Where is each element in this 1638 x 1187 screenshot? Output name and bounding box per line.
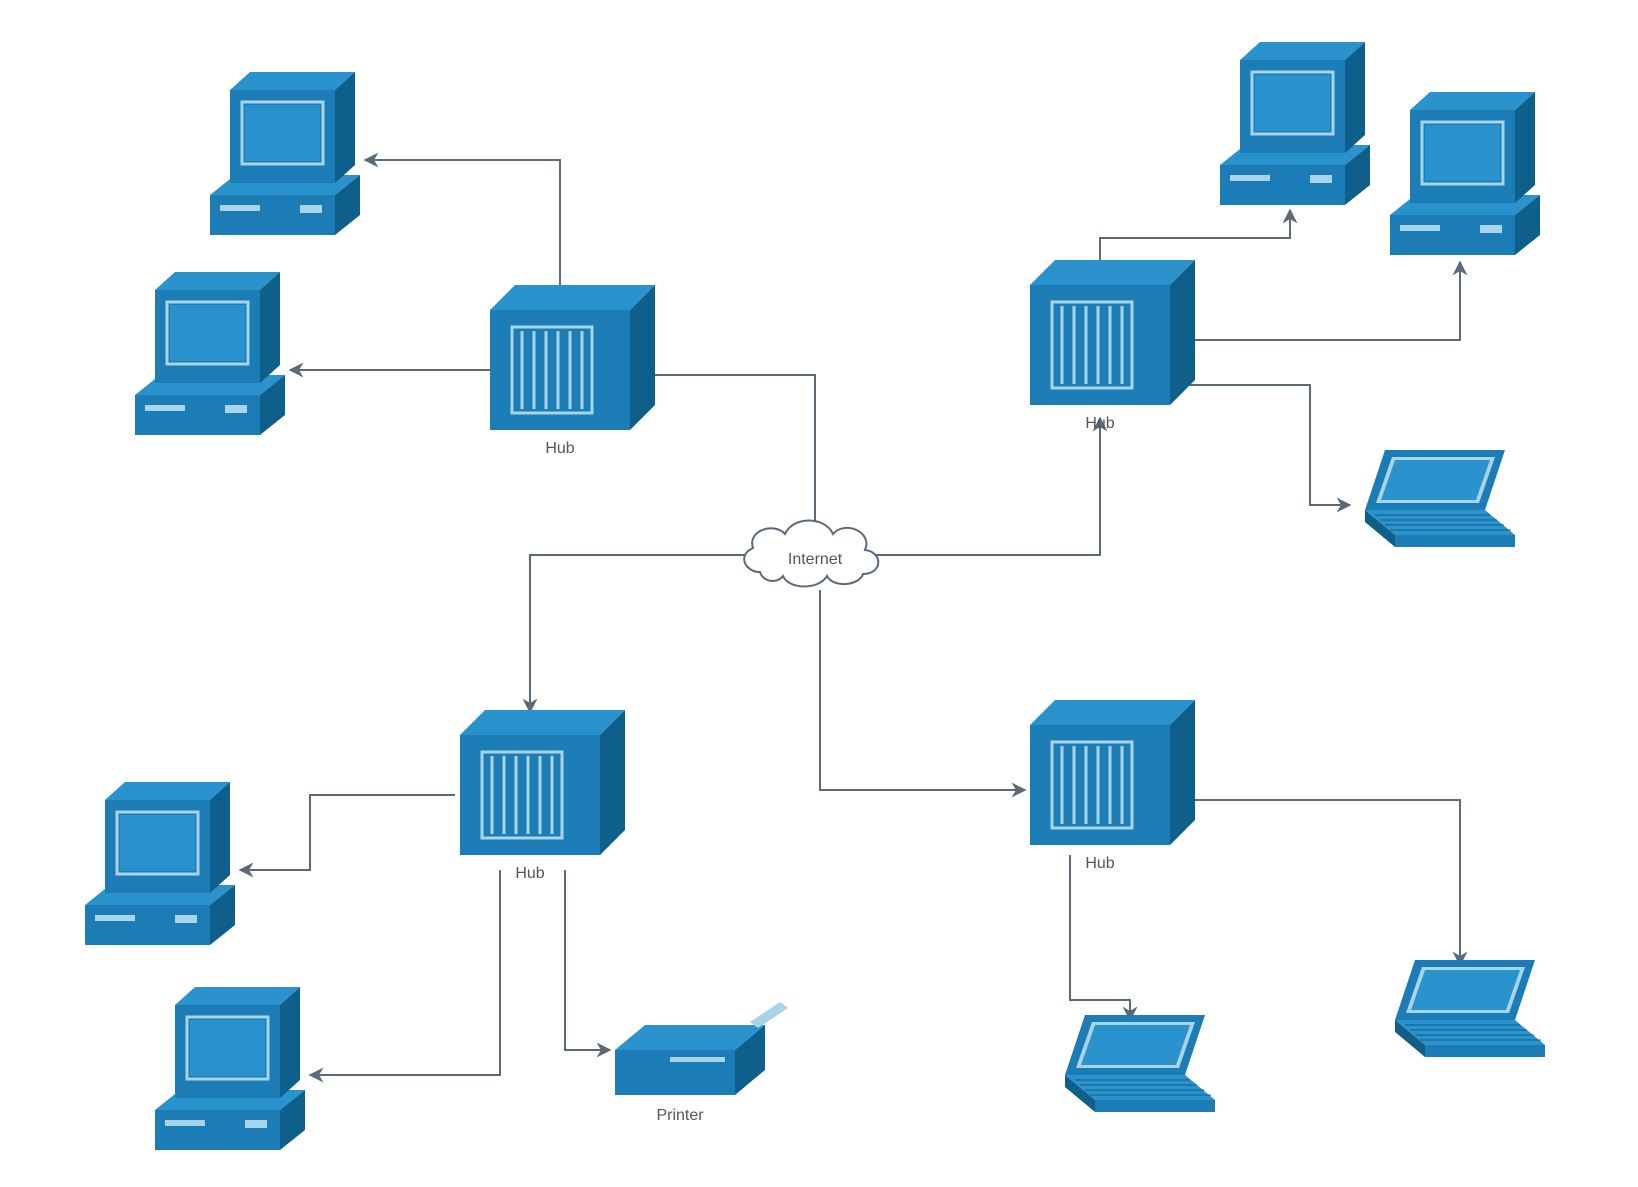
edge-2 bbox=[530, 555, 757, 712]
laptop-icon bbox=[1065, 1015, 1215, 1112]
edge-11 bbox=[565, 870, 610, 1050]
lap1 bbox=[1365, 450, 1515, 547]
pc1 bbox=[210, 72, 360, 235]
edge-3 bbox=[820, 590, 1025, 790]
edge-9 bbox=[240, 795, 455, 870]
hub-label: Hub bbox=[515, 865, 544, 882]
nodes-layer: Internet Hub Hub Hub Hub Printer bbox=[85, 42, 1545, 1150]
edge-7 bbox=[1175, 262, 1460, 340]
laptop-icon bbox=[1365, 450, 1515, 547]
computer-icon bbox=[1390, 92, 1540, 255]
hub-br: Hub bbox=[1030, 700, 1195, 872]
edge-13 bbox=[1175, 800, 1460, 965]
hub-icon bbox=[490, 285, 655, 430]
network-diagram: Internet Hub Hub Hub Hub Printer bbox=[0, 0, 1638, 1187]
computer-icon bbox=[155, 987, 305, 1150]
edge-0 bbox=[635, 375, 815, 530]
printer1: Printer bbox=[615, 1002, 788, 1124]
hub-tr: Hub bbox=[1030, 260, 1195, 432]
lap2 bbox=[1065, 1015, 1215, 1112]
pc3 bbox=[85, 782, 235, 945]
laptop-icon bbox=[1395, 960, 1545, 1057]
edge-10 bbox=[310, 870, 500, 1075]
computer-icon bbox=[1220, 42, 1370, 205]
computer-icon bbox=[210, 72, 360, 235]
edges-layer bbox=[240, 160, 1460, 1075]
pc6 bbox=[1390, 92, 1540, 255]
hub-label: Hub bbox=[1085, 855, 1114, 872]
internet-label: Internet bbox=[788, 551, 843, 568]
hub-icon bbox=[460, 710, 625, 855]
hub-label: Hub bbox=[545, 440, 574, 457]
edge-1 bbox=[870, 418, 1100, 555]
edge-8 bbox=[1175, 385, 1350, 505]
hub-label: Hub bbox=[1085, 415, 1114, 432]
hub-tl: Hub bbox=[490, 285, 655, 457]
printer-label: Printer bbox=[656, 1107, 704, 1124]
hub-icon bbox=[1030, 260, 1195, 405]
pc4 bbox=[155, 987, 305, 1150]
computer-icon bbox=[85, 782, 235, 945]
hub-icon bbox=[1030, 700, 1195, 845]
internet-cloud: Internet bbox=[744, 521, 878, 587]
edge-12 bbox=[1070, 855, 1130, 1020]
computer-icon bbox=[135, 272, 285, 435]
printer-icon bbox=[615, 1002, 788, 1095]
pc5 bbox=[1220, 42, 1370, 205]
lap3 bbox=[1395, 960, 1545, 1057]
pc2 bbox=[135, 272, 285, 435]
hub-bl: Hub bbox=[460, 710, 625, 882]
